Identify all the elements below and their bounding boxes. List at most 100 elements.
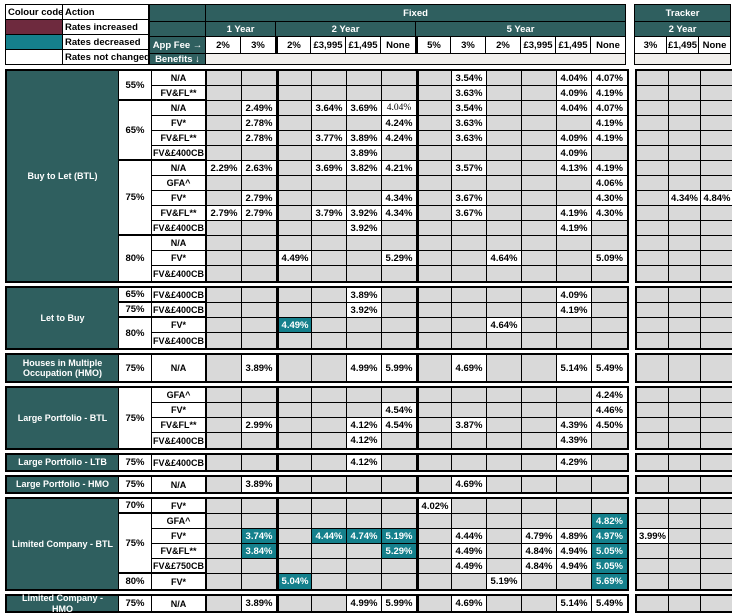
term-header-5-year: 5 Year [416,22,626,37]
rate-cell-empty [347,333,382,348]
rate-cell-empty [701,455,732,470]
rate-cell-empty [522,191,557,206]
rate-cell-empty [522,355,557,381]
ltv-cell: 70% [119,499,152,514]
benefit-cell: FV&£400CB [152,288,207,303]
benefit-cell: N/A [152,236,207,251]
rate-cell-empty [312,455,347,470]
rate-cell-empty [382,574,417,589]
product-section: Limited Company - BTL 70% FV* 4.02% 75% GFA^ 4… [5,497,732,591]
rate-cell-empty [487,499,522,514]
rate-cell: 4.34% [382,191,417,206]
rate-cell: 4.02% [417,499,452,514]
rate-cell-empty [277,433,312,448]
rate-cell: 4.79% [522,529,557,544]
rate-cell-empty [207,251,242,266]
product-section: Limited Company - HMO 75% N/A 3.89% 4.99% 5.9… [5,593,732,614]
rate-cell-empty [312,514,347,529]
benefit-cell: FV* [152,251,207,266]
rate-cell-empty [312,433,347,448]
rate-cell-empty [487,388,522,403]
rate-cell-empty [347,176,382,191]
rate-cell-empty [522,499,557,514]
rate-cell-empty [522,221,557,236]
rate-cell-empty [347,71,382,86]
tracker-header: Tracker [635,5,731,22]
ltv-cell: 75% [119,477,152,492]
rate-cell-empty [277,418,312,433]
rate-cell-empty [522,333,557,348]
rate-cell-empty [669,131,701,146]
benefit-cell: GFA^ [152,388,207,403]
rate-cell-empty [277,514,312,529]
product-section: Houses in Multiple Occupation (HMO) 75% N/… [5,353,732,383]
rate-cell-empty [382,176,417,191]
rate-cell-empty [207,499,242,514]
rate-cell: 4.09% [557,288,592,303]
rate-cell: 4.99% [347,596,382,611]
rate-cell-empty [487,146,522,161]
rate-cell: 3.82% [347,161,382,176]
rate-cell-empty [522,131,557,146]
rate-cell-empty [382,559,417,574]
rate-cell: 4.29% [557,455,592,470]
section-grid-fixed: Limited Company - BTL 70% FV* 4.02% 75% GFA^ 4… [5,497,629,591]
rate-cell-empty [207,455,242,470]
rate-cell-empty [669,544,701,559]
rate-cell-empty [207,146,242,161]
rate-cell: 4.46% [592,403,627,418]
rate-cell-empty [701,131,732,146]
rate-cell: 2.79% [207,206,242,221]
benefit-cell: FV&FL** [152,544,207,559]
rate-cell-empty [701,206,732,221]
rate-cell-empty [382,236,417,251]
rate-cell-empty [637,455,669,470]
rate-cell-empty [417,161,452,176]
rate-cell-empty [312,477,347,492]
rate-cell-empty [382,499,417,514]
ltv-cell: 75% [119,303,152,318]
rate-cell-empty [382,333,417,348]
rate-cell-empty [452,318,487,333]
rate-cell-empty [522,596,557,611]
rate-cell-empty [382,455,417,470]
benefit-cell: N/A [152,101,207,116]
rate-cell-empty [277,559,312,574]
legend-swatch-increased [6,20,63,35]
rate-cell: 3.54% [452,71,487,86]
rate-cell-empty [522,101,557,116]
rate-cell-empty [242,455,277,470]
section-label: Houses in Multiple Occupation (HMO) [7,355,119,381]
rate-cell-empty [382,318,417,333]
rate-cell-empty [312,251,347,266]
app-fee-cell: 5% [416,37,451,54]
rate-cell-empty [522,161,557,176]
rate-cell-empty [701,116,732,131]
rate-cell-empty [669,574,701,589]
rate-cell-empty [417,303,452,318]
rate-cell-empty [557,514,592,529]
rate-cell-empty [207,288,242,303]
rate-cell: 3.63% [452,116,487,131]
rate-cell-empty [347,388,382,403]
rate-cell: 2.99% [242,418,277,433]
rate-cell-empty [557,574,592,589]
rate-cell-empty [417,529,452,544]
rate-cell-empty [522,288,557,303]
app-fee-cell: None [699,37,731,54]
rate-cell-empty [701,101,732,116]
rate-cell-empty [242,559,277,574]
rate-cell-empty [592,318,627,333]
rate-cell: 4.69% [452,477,487,492]
rate-cell-empty [207,236,242,251]
rate-cell: 4.19% [592,161,627,176]
rate-cell-empty [242,146,277,161]
rate-cell-empty [277,206,312,221]
rate-cell: 3.57% [452,161,487,176]
rate-cell-empty [417,116,452,131]
rate-cell-empty [637,559,669,574]
rate-cell-empty [637,499,669,514]
rate-cell-empty [452,455,487,470]
rate-cell-empty [312,318,347,333]
rate-cell-empty [347,544,382,559]
